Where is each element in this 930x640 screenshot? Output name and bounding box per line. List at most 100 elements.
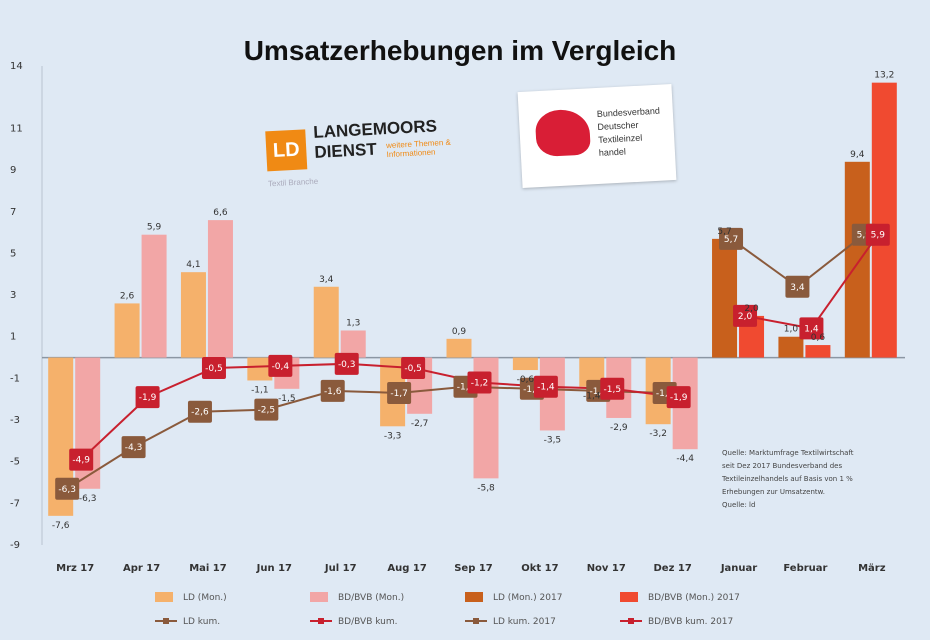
bar-value-label: 6,6	[213, 208, 228, 218]
bvb-logo-shape	[534, 108, 591, 158]
line-marker	[865, 223, 890, 246]
line-marker-label: -1,7	[390, 389, 408, 399]
bar-value-label: -3,2	[649, 429, 667, 439]
y-tick-label: -5	[10, 457, 20, 468]
bar-value-label: 0,9	[452, 327, 467, 337]
line-marker-label: -4,3	[125, 443, 143, 453]
source-note-line: Erhebungen zur Umsatzentw.	[722, 488, 825, 496]
x-tick-label: Sep 17	[454, 563, 493, 574]
legend-label: LD kum.	[183, 617, 220, 627]
bar-value-label: -7,6	[52, 521, 70, 531]
legend-label: LD (Mon.)	[183, 593, 227, 603]
legend-label: BD/BVB kum. 2017	[648, 617, 733, 627]
legend: LD (Mon.) BD/BVB (Mon.) LD (Mon.) 2017 BD/B…	[155, 592, 740, 627]
line-marker	[666, 386, 691, 409]
legend-label: BD/BVB kum.	[338, 617, 398, 627]
line-marker	[135, 386, 160, 409]
bar-value-label: 2,0	[744, 304, 759, 314]
legend-swatch	[155, 592, 173, 602]
x-tick-label: Apr 17	[123, 563, 160, 574]
legend-marker	[318, 618, 324, 624]
bar	[114, 303, 140, 358]
bar-value-label: 13,2	[874, 71, 894, 81]
bar-value-label: 1,0	[784, 325, 799, 335]
bvb-logo-line: handel	[598, 146, 627, 158]
line-marker	[334, 352, 359, 375]
legend-marker	[628, 618, 634, 624]
line-marker-label: 2,0	[738, 312, 753, 322]
y-tick-label: 5	[10, 248, 16, 259]
x-tick-label: Mai 17	[189, 563, 227, 574]
line-marker	[733, 304, 758, 327]
bar-value-label: -0,6	[517, 375, 535, 385]
line-marker	[533, 375, 558, 398]
line-marker-label: -1,4	[537, 383, 555, 393]
source-note-line: Quelle: Marktumfrage Textilwirtschaft	[722, 449, 854, 457]
bar	[180, 272, 206, 358]
line-marker-label: 1,4	[804, 324, 819, 334]
line-marker-label: -4,9	[72, 456, 90, 466]
line-marker-label: -1,2	[471, 379, 489, 389]
y-tick-label: 7	[10, 207, 16, 218]
bar	[871, 82, 897, 358]
x-tick-label: Jun 17	[256, 563, 292, 574]
y-tick-label: 9	[10, 165, 16, 176]
bar-value-label: -1,1	[251, 385, 269, 395]
line-marker	[401, 356, 426, 379]
bar-value-label: 5,9	[147, 223, 162, 233]
line-marker-label: 5,9	[871, 231, 886, 241]
legend-swatch	[620, 592, 638, 602]
line-marker-label: -1,6	[324, 387, 342, 397]
bar	[446, 338, 472, 358]
y-tick-label: -9	[10, 540, 20, 551]
x-tick-label: März	[858, 563, 886, 574]
line-marker	[387, 381, 412, 404]
bvb-logo-text: Bundesverband Deutscher Textileinzel han…	[597, 104, 674, 160]
ld-logo-mark: LD	[265, 129, 308, 172]
bar	[313, 286, 339, 358]
bar	[141, 234, 167, 358]
line-marker-label: -0,4	[272, 362, 290, 372]
y-tick-label: -7	[10, 498, 20, 509]
bar-value-label: -2,7	[411, 419, 429, 429]
line-marker	[600, 377, 625, 400]
x-tick-label: Jul 17	[324, 563, 357, 574]
source-note-line: Textileinzelhandels auf Basis von 1 %	[721, 475, 853, 483]
y-tick-label: 14	[10, 61, 23, 72]
line-marker-label: -1,9	[139, 393, 157, 403]
line-marker-label: -1,9	[670, 393, 688, 403]
bar-value-label: -3,5	[544, 435, 562, 445]
line-marker-label: -2,5	[258, 406, 276, 416]
source-note-line: Quelle: ld	[722, 501, 755, 509]
legend-label: LD (Mon.) 2017	[493, 593, 562, 603]
bar-value-label: 1,3	[346, 318, 360, 328]
cumulative-lines: -6,3-4,3-2,6 -2,5-1,6 -1,7-1,4 -1,5 -1,6 -1,7…	[55, 223, 890, 500]
line-marker	[201, 356, 226, 379]
x-tick-label: Dez 17	[653, 563, 691, 574]
line-marker-label: -0,5	[404, 364, 422, 374]
line-marker	[55, 477, 80, 500]
cumulative-line	[80, 362, 679, 461]
x-tick-label: Nov 17	[587, 563, 626, 574]
langemoors-dienst-logo: LD LANGEMOORS DIENST weitere Themen & In…	[260, 90, 479, 195]
cumulative-line	[66, 385, 665, 490]
bvb-logo: Bundesverband Deutscher Textileinzel han…	[517, 84, 677, 188]
ld-logo-line2: DIENST	[313, 139, 378, 162]
line-marker	[187, 400, 212, 423]
line-marker	[121, 436, 146, 459]
bar-value-label: -2,9	[610, 423, 628, 433]
line-marker-label: -1,6	[589, 387, 607, 397]
x-tick-label: Februar	[783, 563, 827, 574]
bar	[512, 357, 538, 371]
line-marker	[320, 379, 345, 402]
x-tick-label: Januar	[720, 563, 757, 574]
bar-value-label: 0,6	[811, 333, 826, 343]
y-tick-label: -3	[10, 415, 20, 426]
ld-logo-sub: Textil Branche	[267, 176, 319, 189]
bar-value-label: -4,4	[676, 454, 694, 464]
legend-label: BD/BVB (Mon.)	[338, 593, 404, 603]
line-marker-label: -1,4	[457, 383, 475, 393]
legend-label: BD/BVB (Mon.) 2017	[648, 593, 740, 603]
line-marker-label: -1,7	[656, 389, 674, 399]
y-tick-label: 1	[10, 332, 16, 343]
